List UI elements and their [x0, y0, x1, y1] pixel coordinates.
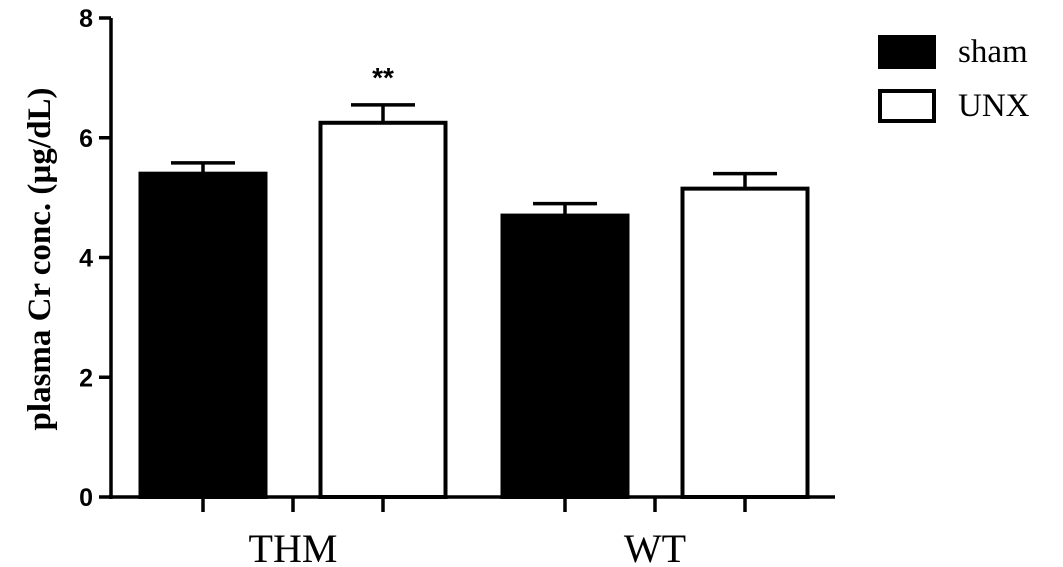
legend-label: UNX	[958, 88, 1030, 124]
plot-area: 0 2 4 6 8 THM WT **	[79, 5, 835, 567]
legend-swatch-unx	[878, 89, 936, 123]
legend-swatch-sham	[878, 35, 936, 69]
bar-unx-thm	[318, 120, 448, 499]
y-tick-label: 0	[79, 484, 93, 512]
y-tick-label: 8	[79, 5, 93, 33]
legend: sham UNX	[878, 34, 1030, 124]
bar-sham-wt	[500, 213, 630, 499]
bar-sham-thm	[138, 171, 268, 500]
y-tick-label: 4	[79, 245, 93, 273]
x-tick-label: WT	[624, 526, 686, 567]
y-tick-label: 2	[79, 364, 93, 392]
y-axis-label: plasma Cr conc. (µg/dL)	[22, 88, 58, 431]
significance-annotation: **	[372, 62, 394, 93]
y-tick-label: 6	[79, 125, 93, 153]
x-tick-label: THM	[249, 526, 338, 567]
legend-label: sham	[958, 34, 1028, 70]
bar-unx-wt	[680, 186, 810, 500]
